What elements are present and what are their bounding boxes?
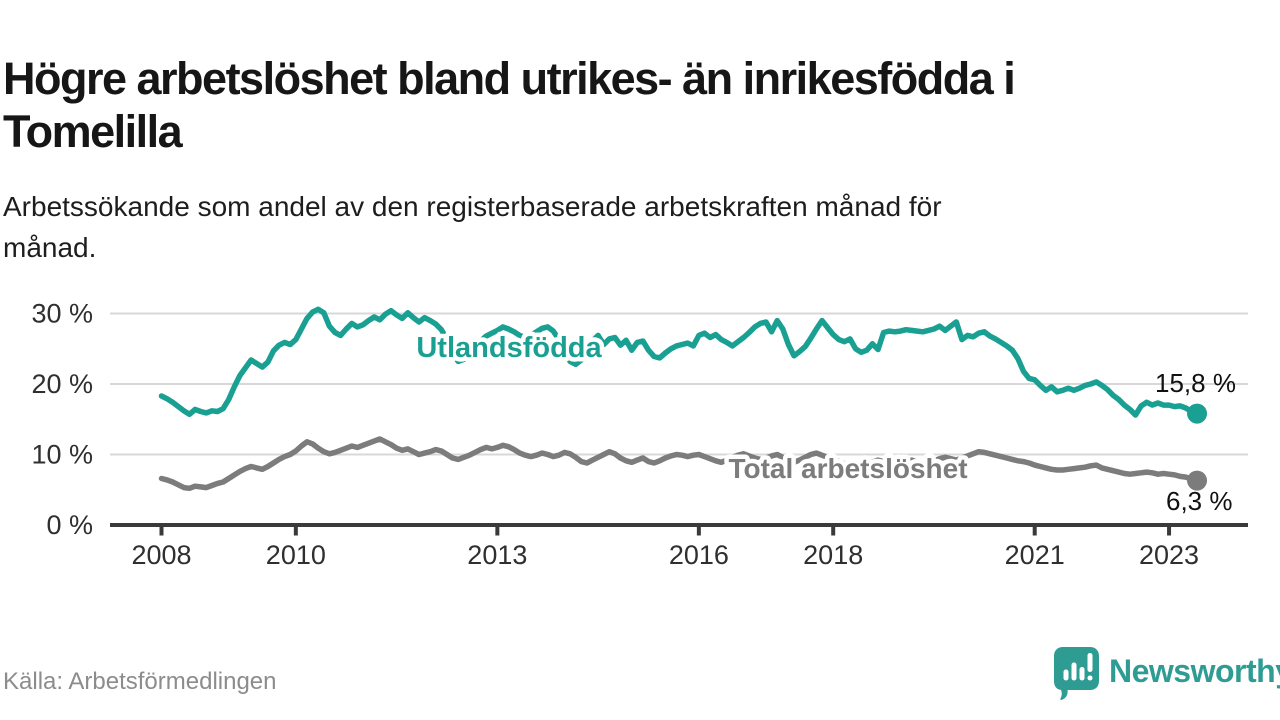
end-value-label-gray: 6,3 % (1166, 486, 1233, 516)
newsworthy-logo-mark (1054, 647, 1099, 700)
x-axis-label-2023: 2023 (1139, 540, 1199, 570)
series-line-gray (158, 436, 1200, 492)
x-axis-label-2018: 2018 (803, 540, 863, 570)
x-axis-label-2021: 2021 (1005, 540, 1065, 570)
logo-bar-1 (1063, 669, 1069, 681)
x-axis-label-2013: 2013 (467, 540, 527, 570)
logo-bar-2 (1071, 662, 1077, 681)
series-label-gray: Total arbetslöshet (728, 453, 967, 484)
logo-exclamation-bar (1087, 653, 1093, 672)
end-value-label-teal: 15,8 % (1155, 368, 1236, 398)
logo-bar-3 (1079, 667, 1085, 681)
series-label-teal: Utlandsfödda (416, 332, 602, 364)
y-axis-label-0: 0 % (46, 510, 93, 540)
x-axis-label-2010: 2010 (266, 540, 326, 570)
series-line-teal (158, 306, 1200, 418)
x-axis-label-2016: 2016 (669, 540, 729, 570)
x-axis-label-2008: 2008 (131, 540, 191, 570)
newsworthy-wordmark: Newsworthy (1109, 653, 1280, 689)
series-end-dot-gray (1187, 470, 1208, 491)
y-axis-label-10: 10 % (31, 440, 93, 470)
chart-title: Högre arbetslöshet bland utrikes- än inr… (3, 53, 1016, 158)
chart-subtitle: Arbetssökande som andel av den registerb… (3, 191, 942, 264)
logo-exclamation-dot (1087, 675, 1093, 681)
newsworthy-logo: Newsworthy (1053, 646, 1280, 700)
series-end-dot-teal (1187, 403, 1208, 424)
source-note: Källa: Arbetsförmedlingen (3, 668, 277, 695)
y-axis-label-30: 30 % (31, 299, 93, 329)
y-axis-label-20: 20 % (31, 369, 93, 399)
